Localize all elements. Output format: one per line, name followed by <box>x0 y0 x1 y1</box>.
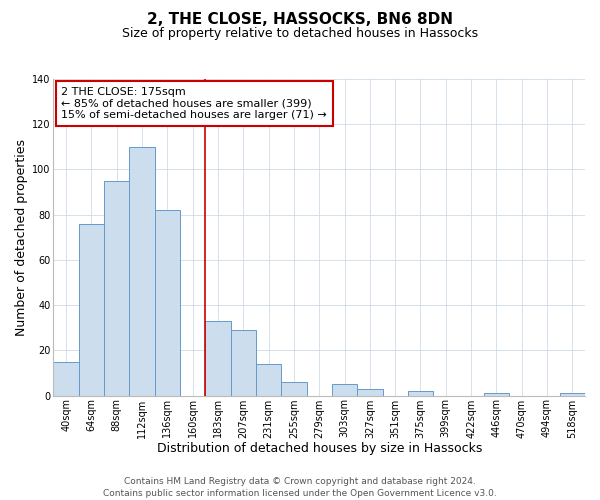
Bar <box>560 394 585 396</box>
Bar <box>332 384 357 396</box>
Text: 2, THE CLOSE, HASSOCKS, BN6 8DN: 2, THE CLOSE, HASSOCKS, BN6 8DN <box>147 12 453 28</box>
Bar <box>53 362 79 396</box>
Text: Size of property relative to detached houses in Hassocks: Size of property relative to detached ho… <box>122 28 478 40</box>
Text: 2 THE CLOSE: 175sqm
← 85% of detached houses are smaller (399)
15% of semi-detac: 2 THE CLOSE: 175sqm ← 85% of detached ho… <box>61 87 327 120</box>
Bar <box>104 180 130 396</box>
Bar <box>357 389 383 396</box>
Y-axis label: Number of detached properties: Number of detached properties <box>15 139 28 336</box>
Bar <box>205 321 230 396</box>
X-axis label: Distribution of detached houses by size in Hassocks: Distribution of detached houses by size … <box>157 442 482 455</box>
Bar <box>484 394 509 396</box>
Bar <box>155 210 180 396</box>
Bar <box>408 391 433 396</box>
Bar <box>130 147 155 396</box>
Bar <box>281 382 307 396</box>
Bar <box>230 330 256 396</box>
Bar <box>79 224 104 396</box>
Text: Contains HM Land Registry data © Crown copyright and database right 2024.
Contai: Contains HM Land Registry data © Crown c… <box>103 476 497 498</box>
Bar <box>256 364 281 396</box>
